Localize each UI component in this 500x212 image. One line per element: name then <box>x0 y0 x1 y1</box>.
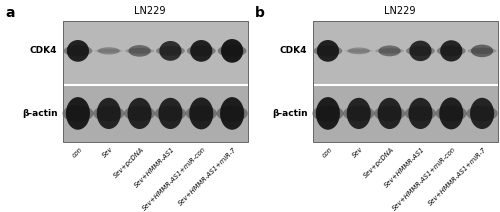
Ellipse shape <box>220 97 244 130</box>
Ellipse shape <box>125 48 154 54</box>
Ellipse shape <box>98 47 120 54</box>
Ellipse shape <box>187 45 216 56</box>
Bar <box>312 21 498 142</box>
Ellipse shape <box>186 105 217 121</box>
Text: con: con <box>71 146 84 159</box>
Text: Sev+HMMR-AS1: Sev+HMMR-AS1 <box>134 146 176 189</box>
Ellipse shape <box>470 98 494 129</box>
Ellipse shape <box>66 97 90 130</box>
Text: LN229: LN229 <box>134 6 166 16</box>
Ellipse shape <box>378 45 400 56</box>
Text: CDK4: CDK4 <box>30 46 58 55</box>
Ellipse shape <box>158 98 182 129</box>
Ellipse shape <box>221 39 243 63</box>
Text: Sev: Sev <box>352 146 364 159</box>
Ellipse shape <box>410 41 432 61</box>
Ellipse shape <box>155 106 186 121</box>
Ellipse shape <box>406 46 435 56</box>
Ellipse shape <box>468 48 496 54</box>
Bar <box>312 21 498 85</box>
Ellipse shape <box>96 98 121 129</box>
Text: LN229: LN229 <box>384 6 416 16</box>
Text: b: b <box>255 6 265 20</box>
Ellipse shape <box>344 49 373 53</box>
Text: con: con <box>321 146 334 159</box>
Ellipse shape <box>94 49 123 53</box>
Ellipse shape <box>439 98 464 129</box>
Ellipse shape <box>312 105 344 122</box>
Ellipse shape <box>436 105 467 121</box>
Ellipse shape <box>317 40 339 62</box>
Ellipse shape <box>156 46 185 56</box>
Ellipse shape <box>124 106 155 121</box>
Ellipse shape <box>405 106 436 121</box>
Text: a: a <box>5 6 15 20</box>
Bar <box>62 85 248 142</box>
Ellipse shape <box>316 97 340 130</box>
Ellipse shape <box>375 48 404 54</box>
Ellipse shape <box>64 45 92 56</box>
Ellipse shape <box>93 106 124 121</box>
Bar <box>62 21 248 85</box>
Ellipse shape <box>218 45 246 57</box>
Text: Sev: Sev <box>102 146 114 159</box>
Ellipse shape <box>437 46 466 56</box>
Ellipse shape <box>314 45 342 56</box>
Ellipse shape <box>189 98 214 129</box>
Text: CDK4: CDK4 <box>280 46 307 55</box>
Ellipse shape <box>343 106 374 121</box>
Bar <box>312 85 498 142</box>
Text: Sev+HMMR-AS1+miR-con: Sev+HMMR-AS1+miR-con <box>391 146 456 212</box>
Text: Sev+HMMR-AS1+miR-7: Sev+HMMR-AS1+miR-7 <box>427 146 488 207</box>
Ellipse shape <box>471 45 493 57</box>
Text: Sev+pcDNA: Sev+pcDNA <box>112 146 145 179</box>
Ellipse shape <box>190 40 212 62</box>
Text: Sev+pcDNA: Sev+pcDNA <box>362 146 395 179</box>
Text: Sev+HMMR-AS1+miR-7: Sev+HMMR-AS1+miR-7 <box>177 146 238 207</box>
Text: β-actin: β-actin <box>22 109 58 118</box>
Ellipse shape <box>466 106 498 121</box>
Ellipse shape <box>348 47 370 54</box>
Ellipse shape <box>216 105 248 122</box>
Ellipse shape <box>440 40 462 61</box>
Ellipse shape <box>128 98 152 129</box>
Text: Sev+HMMR-AS1+miR-con: Sev+HMMR-AS1+miR-con <box>141 146 206 212</box>
Ellipse shape <box>67 40 89 62</box>
Ellipse shape <box>128 45 150 57</box>
Ellipse shape <box>374 106 405 121</box>
Text: β-actin: β-actin <box>272 109 308 118</box>
Ellipse shape <box>378 98 402 129</box>
Text: Sev+HMMR-AS1: Sev+HMMR-AS1 <box>384 146 426 189</box>
Ellipse shape <box>160 41 182 61</box>
Ellipse shape <box>346 98 371 129</box>
Ellipse shape <box>62 105 94 122</box>
Bar <box>62 21 248 142</box>
Ellipse shape <box>408 98 432 129</box>
